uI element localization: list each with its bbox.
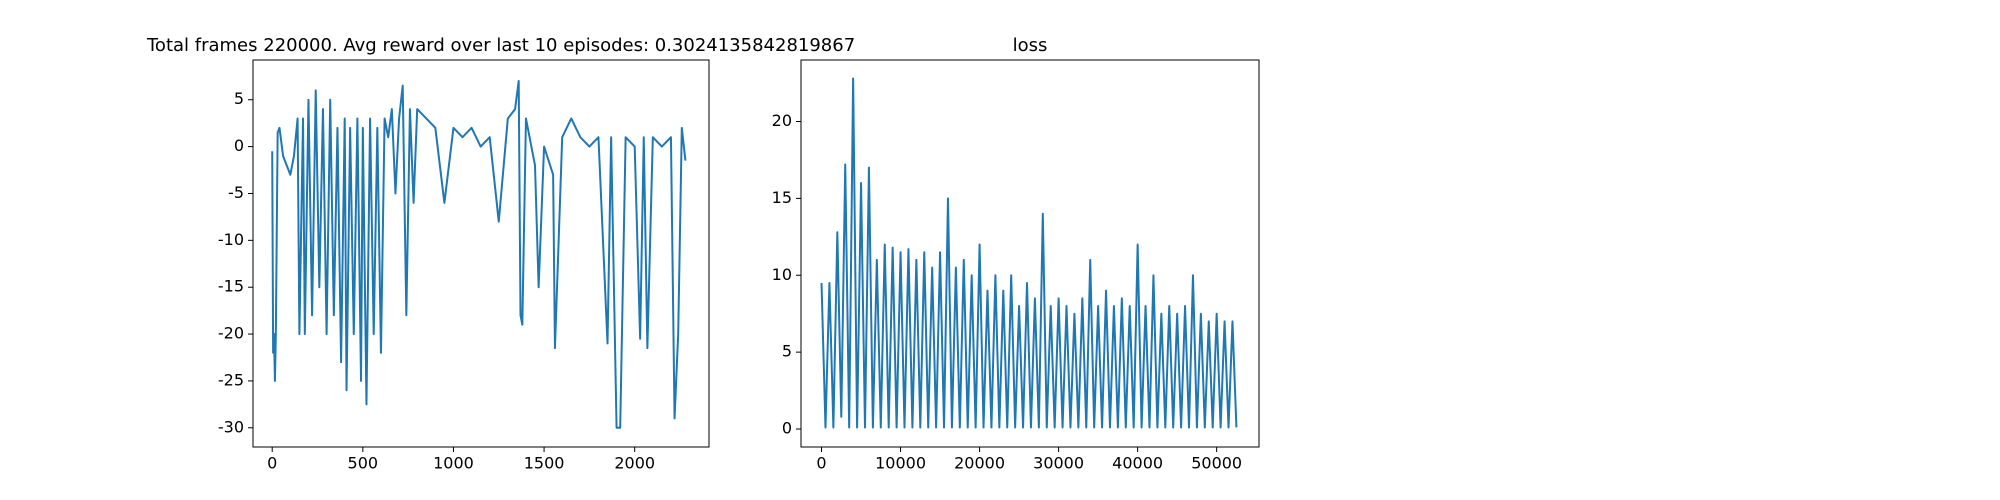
x-tick-label: 10000 bbox=[875, 454, 926, 473]
x-tick-label: 30000 bbox=[1033, 454, 1084, 473]
axes-frame bbox=[252, 59, 710, 448]
x-tick-label: 50000 bbox=[1191, 454, 1242, 473]
x-tick-label: 20000 bbox=[954, 454, 1005, 473]
y-tick-label: -30 bbox=[218, 417, 244, 436]
x-tick-label: 1500 bbox=[524, 454, 565, 473]
chart-title: loss bbox=[1013, 35, 1048, 56]
chart-title: Total frames 220000. Avg reward over las… bbox=[146, 35, 855, 56]
data-line bbox=[820, 77, 1238, 429]
x-tick-label: 0 bbox=[267, 454, 277, 473]
y-tick-label: 15 bbox=[772, 188, 792, 207]
x-tick-label: 2000 bbox=[614, 454, 655, 473]
x-tick-label: 500 bbox=[348, 454, 379, 473]
y-tick-label: -25 bbox=[218, 370, 244, 389]
y-tick-label: 0 bbox=[234, 136, 244, 155]
y-tick-label: -10 bbox=[218, 230, 244, 249]
axes-frame bbox=[800, 59, 1260, 448]
data-line bbox=[271, 79, 687, 429]
y-tick-label: -20 bbox=[218, 324, 244, 343]
y-tick-label: -5 bbox=[228, 183, 244, 202]
y-tick-label: 0 bbox=[782, 419, 792, 438]
y-tick-label: 5 bbox=[234, 89, 244, 108]
x-tick-label: 1000 bbox=[433, 454, 474, 473]
y-tick-label: -15 bbox=[218, 277, 244, 296]
x-tick-label: 0 bbox=[816, 454, 826, 473]
y-tick-label: 5 bbox=[782, 342, 792, 361]
x-tick-label: 40000 bbox=[1112, 454, 1163, 473]
y-tick-label: 10 bbox=[772, 265, 792, 284]
y-tick-label: 20 bbox=[772, 111, 792, 130]
